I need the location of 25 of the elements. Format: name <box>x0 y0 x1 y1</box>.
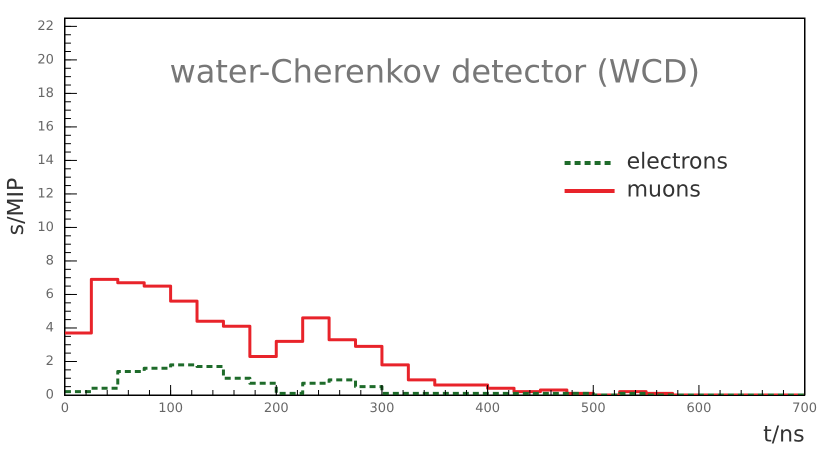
x-tick-label: 100 <box>158 401 184 416</box>
y-tick-label: 16 <box>37 119 54 134</box>
y-tick-label: 10 <box>37 220 54 235</box>
y-tick-label: 4 <box>46 320 54 336</box>
x-tick-label: 600 <box>686 401 712 416</box>
x-tick-label: 700 <box>792 401 818 416</box>
y-tick-label: 2 <box>46 354 54 369</box>
y-tick-label: 20 <box>37 52 54 68</box>
legend-label: electrons <box>626 150 728 175</box>
y-tick-label: 12 <box>37 186 54 202</box>
y-tick-label: 8 <box>46 253 54 268</box>
y-tick-label: 22 <box>37 18 54 34</box>
x-tick-label: 0 <box>60 401 70 416</box>
y-tick-label: 14 <box>37 152 54 168</box>
legend-label: muons <box>626 178 701 203</box>
x-tick-label: 300 <box>370 401 394 416</box>
x-tick-label: 400 <box>475 401 500 416</box>
y-axis-title: s/MIP <box>4 178 29 236</box>
y-tick-label: 18 <box>37 86 54 101</box>
text: water-Cherenkov detector (WCD) <box>170 52 700 90</box>
y-tick-label: 6 <box>46 286 54 302</box>
y-tick-label: 0 <box>46 387 54 402</box>
x-axis-title: t/ns <box>763 422 805 448</box>
x-tick-label: 200 <box>264 401 289 416</box>
x-tick-label: 500 <box>580 401 606 416</box>
